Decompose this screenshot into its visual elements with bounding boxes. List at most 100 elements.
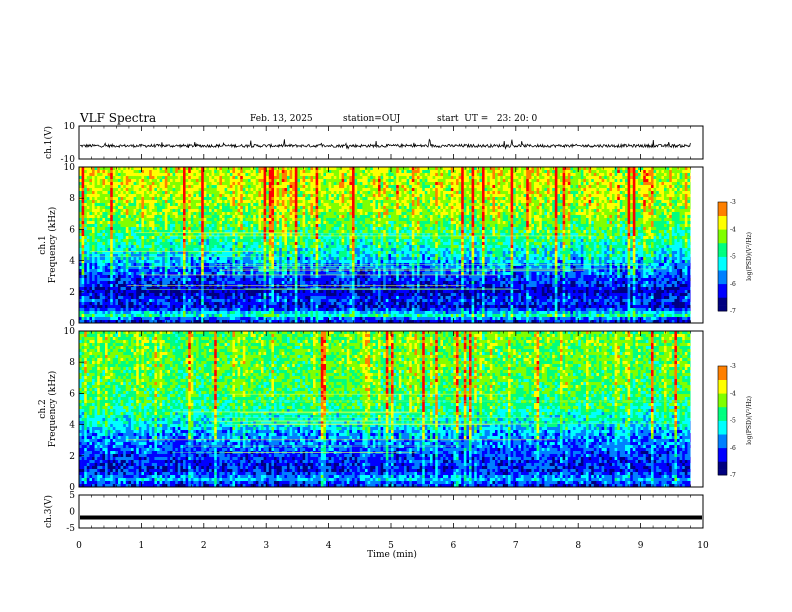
ch1-spectrogram-cell bbox=[82, 209, 85, 212]
ch1-spectrogram-cell bbox=[123, 224, 126, 227]
ch1-spectrogram-cell bbox=[258, 206, 261, 209]
ch1-spectrogram-cell bbox=[297, 314, 300, 317]
ch1-spectrogram-cell bbox=[89, 299, 92, 302]
ch1-spectrogram-cell bbox=[84, 275, 87, 278]
ch1-spectrogram-cell bbox=[105, 218, 108, 221]
ch1-spectrogram-cell bbox=[264, 218, 267, 221]
ch1-spectrogram-cell bbox=[256, 242, 259, 245]
ch1-spectrogram-cell bbox=[308, 173, 311, 176]
ch1-spectrogram-cell bbox=[105, 245, 108, 248]
ch1-spectrogram-cell bbox=[274, 260, 277, 263]
ch1-spectrogram-cell bbox=[110, 269, 113, 272]
ch1-spectrogram-cell bbox=[222, 194, 225, 197]
ch1-spectrogram-cell bbox=[274, 227, 277, 230]
ch1-spectrogram-cell bbox=[113, 191, 116, 194]
ch1-spectrogram-cell bbox=[193, 206, 196, 209]
ch1-spectrogram-cell bbox=[287, 260, 290, 263]
ch1-spectrogram-cell bbox=[82, 254, 85, 257]
ch1-spectrogram-cell bbox=[243, 260, 246, 263]
ch1-spectrogram-cell bbox=[230, 227, 233, 230]
ch1-spectrogram-cell bbox=[84, 176, 87, 179]
ch1-spectrogram-cell bbox=[113, 179, 116, 182]
ch1-spectrogram-cell bbox=[243, 173, 246, 176]
ch1-spectrogram-cell bbox=[258, 176, 261, 179]
ch1-spectrogram-cell bbox=[238, 179, 241, 182]
ch1-spectrogram-cell bbox=[147, 248, 150, 251]
ch1-spectrogram-cell bbox=[204, 227, 207, 230]
ch1-spectrogram-cell bbox=[89, 248, 92, 251]
ch1-spectrogram-cell bbox=[100, 188, 103, 191]
ch1-spectrogram-cell bbox=[87, 284, 90, 287]
ch1-spectrogram-cell bbox=[251, 170, 254, 173]
ch1-spectrogram-cell bbox=[287, 239, 290, 242]
ch1-spectrogram-cell bbox=[115, 317, 118, 320]
ch1-spectrogram-cell bbox=[121, 242, 124, 245]
ch1-spectrogram-cell bbox=[238, 269, 241, 272]
ch1-spectrogram-cell bbox=[318, 278, 321, 281]
ch1-spectrogram-cell bbox=[214, 236, 217, 239]
ch1-spectrogram-cell bbox=[297, 185, 300, 188]
ch1-spectrogram-cell bbox=[305, 179, 308, 182]
ch1-spectrogram-cell bbox=[188, 188, 191, 191]
ch1-spectrogram-cell bbox=[183, 263, 186, 266]
ch1-spectrogram-cell bbox=[232, 281, 235, 284]
ch1-spectrogram-cell bbox=[316, 305, 319, 308]
ch1-spectrogram-cell bbox=[206, 215, 209, 218]
ch1-spectrogram-cell bbox=[92, 212, 95, 215]
ch1-spectrogram-cell bbox=[149, 239, 152, 242]
ch1-spectrogram-cell bbox=[232, 269, 235, 272]
ch1-spectrogram-cell bbox=[321, 194, 324, 197]
ch1-spectrogram-cell bbox=[279, 314, 282, 317]
ch1-spectrogram-cell bbox=[82, 215, 85, 218]
ch1-spectrogram-cell bbox=[204, 179, 207, 182]
ch1-spectrogram-cell bbox=[199, 200, 202, 203]
ch1-spectrogram-cell bbox=[227, 275, 230, 278]
ch1-spectrogram-cell bbox=[196, 317, 199, 320]
ch1-spectrogram-cell bbox=[279, 293, 282, 296]
ch1-spectrogram-cell bbox=[266, 239, 269, 242]
ch1-spectrogram-cell bbox=[248, 173, 251, 176]
ch1-spectrogram-cell bbox=[144, 263, 147, 266]
ch1-spectrogram-cell bbox=[100, 308, 103, 311]
ch1-spectrogram-cell bbox=[157, 185, 160, 188]
ch1-spectrogram-cell bbox=[274, 290, 277, 293]
ch1-spectrogram-cell bbox=[209, 305, 212, 308]
ch1-spectrogram-cell bbox=[305, 203, 308, 206]
ch1-spectrogram-cell bbox=[173, 296, 176, 299]
ch1-spectrogram-cell bbox=[196, 173, 199, 176]
ch1-spectrogram-cell bbox=[300, 242, 303, 245]
ch1-spectrogram-cell bbox=[310, 257, 313, 260]
ch1-spectrogram-cell bbox=[282, 221, 285, 224]
ch1-spectrogram-cell bbox=[188, 185, 191, 188]
ch1-spectrogram-cell bbox=[277, 242, 280, 245]
ch1-spectrogram-cell bbox=[230, 275, 233, 278]
ch1-spectrogram-cell bbox=[149, 188, 152, 191]
ch1-spectrogram-cell bbox=[310, 209, 313, 212]
ch1-spectrogram-cell bbox=[282, 182, 285, 185]
ch1-spectrogram-cell bbox=[313, 179, 316, 182]
ch1-spectrogram-cell bbox=[196, 275, 199, 278]
ch1-spectrogram-cell bbox=[183, 182, 186, 185]
ch1-spectrogram-cell bbox=[165, 194, 168, 197]
ch1-spectrogram-cell bbox=[131, 179, 134, 182]
ch1-spectrogram-cell bbox=[115, 221, 118, 224]
ch1-spectrogram-cell bbox=[178, 242, 181, 245]
ch1-spectrogram-cell bbox=[183, 230, 186, 233]
ch1-spectrogram-cell bbox=[214, 230, 217, 233]
ch1-spectrogram-cell bbox=[191, 218, 194, 221]
ch1-spectrogram-cell bbox=[191, 239, 194, 242]
ch1-spectrogram-cell bbox=[303, 182, 306, 185]
ch1-spectrogram-cell bbox=[290, 200, 293, 203]
ch1-spectrogram-cell bbox=[110, 290, 113, 293]
ch1-spectrogram-cell bbox=[82, 278, 85, 281]
ch1-spectrogram-cell bbox=[191, 203, 194, 206]
ch1-spectrogram-cell bbox=[136, 200, 139, 203]
ch1-spectrogram-cell bbox=[240, 242, 243, 245]
ch1-spectrogram-cell bbox=[128, 230, 131, 233]
ch1-spectrogram-cell bbox=[141, 314, 144, 317]
ch1-spectrogram-cell bbox=[230, 209, 233, 212]
ch1-spectrogram-cell bbox=[121, 218, 124, 221]
ch1-spectrogram-cell bbox=[92, 221, 95, 224]
ch1-spectrogram-cell bbox=[297, 194, 300, 197]
ch1-spectrogram-cell bbox=[271, 173, 274, 176]
